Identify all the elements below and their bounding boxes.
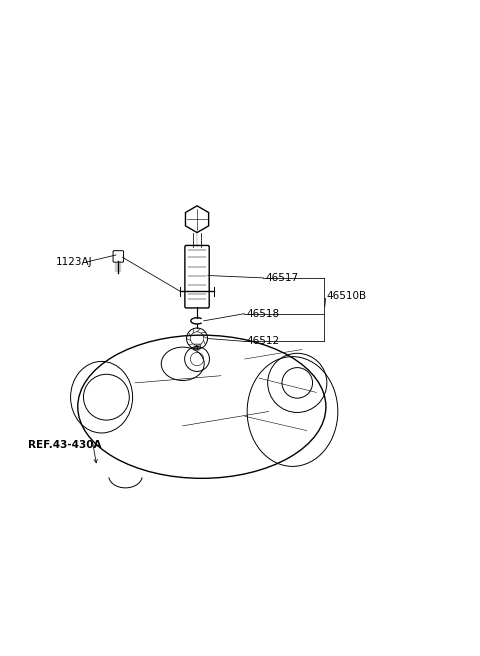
Text: REF.43-430A: REF.43-430A	[28, 440, 101, 450]
Text: 46517: 46517	[265, 273, 299, 283]
Text: 1123AJ: 1123AJ	[56, 257, 93, 267]
Text: 46512: 46512	[246, 337, 279, 346]
Text: 46510B: 46510B	[327, 291, 367, 300]
Text: 46518: 46518	[246, 309, 279, 319]
